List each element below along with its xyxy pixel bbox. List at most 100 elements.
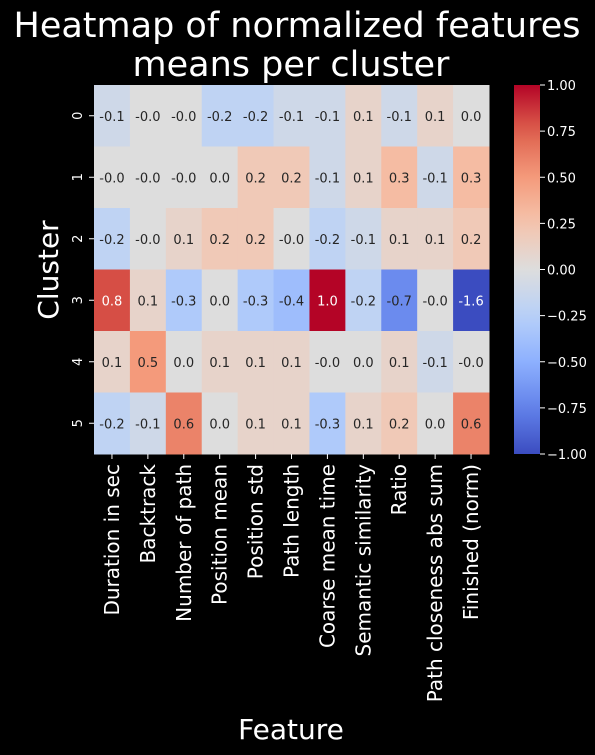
heatmap-cell [345,208,382,270]
x-tick-label: Duration in sec [100,464,124,616]
heatmap-cell [201,208,239,270]
cell-value-label: 0.1 [173,233,194,248]
cell-value-label: 0.1 [102,356,123,371]
heatmap-cell [381,85,418,147]
heatmap-cells [94,85,490,455]
cell-value-label: 0.1 [245,417,266,432]
cell-value-label: 0.1 [425,110,446,125]
heatmap-cell [453,269,490,332]
cell-value-label: 0.2 [389,417,410,432]
colorbar-ticks: 1.00 0.75 0.50 0.25 0.00 −0.25 −0.50 −0.75 −1.00 [540,79,587,463]
heatmap-cell [237,85,275,147]
cell-value-label: 0.0 [209,294,230,309]
heatmap-cell [201,392,239,455]
cell-value-label: -0.3 [171,294,196,309]
y-tick-label: 3 [71,296,86,304]
cell-value-label: -0.1 [387,110,412,125]
cell-value-label: -0.2 [99,417,124,432]
cell-value-label: 0.6 [461,417,482,432]
heatmap-cell [345,269,382,332]
heatmap-cell [381,208,418,270]
colorbar-tick-label: 0.50 [547,171,576,186]
cell-value-label: -0.0 [458,356,483,371]
heatmap-cell [345,331,382,393]
colorbar-tick-label: 0.25 [547,217,576,232]
x-tick-label: Finished (norm) [459,464,483,620]
heatmap-cell [237,392,275,455]
heatmap-cell [453,208,490,270]
cell-value-label: -0.2 [315,233,340,248]
y-tick-label: 5 [71,419,86,427]
cell-value-label: 0.0 [461,110,482,125]
heatmap-cell [345,392,382,455]
cell-value-label: 0.1 [389,356,410,371]
x-tick-label: Ratio [387,464,411,515]
cell-value-label: -0.0 [422,294,447,309]
heatmap-cell [165,85,203,147]
x-tick-label: Path closeness abs sum [423,464,447,702]
cell-value-label: 0.1 [389,233,410,248]
heatmap-cell [381,392,418,455]
colorbar-tick-label: −0.50 [547,356,587,371]
y-axis-label: Cluster [32,220,65,320]
y-tick-label: 0 [71,112,86,120]
cell-value-label: -0.2 [99,233,124,248]
heatmap-cell [201,331,239,393]
cell-value-label: 0.0 [173,356,194,371]
cell-value-label: 0.3 [461,171,482,186]
cell-value-label: -0.1 [315,110,340,125]
cell-value-label: 0.2 [245,233,266,248]
cell-value-label: -0.1 [422,356,447,371]
cell-value-label: 0.1 [353,417,374,432]
cell-value-label: -0.0 [135,171,160,186]
heatmap-cell [453,146,490,209]
heatmap-cell [417,392,454,455]
heatmap-cell [165,208,203,270]
heatmap-cell [129,146,167,209]
cell-value-label: 0.0 [209,171,230,186]
x-tick-label: Coarse mean time [315,464,339,648]
heatmap-cell [309,331,346,393]
cell-value-label: 0.1 [245,356,266,371]
heatmap-cell [129,392,167,455]
cell-value-label: -0.2 [207,110,232,125]
colorbar-tick-label: 0.00 [547,264,576,279]
cell-value-label: -0.0 [135,110,160,125]
colorbar-tick-label: −0.25 [547,310,587,325]
cell-value-label: -0.0 [99,171,124,186]
heatmap-cell [345,85,382,147]
heatmap-cell [129,269,167,332]
y-tick-label: 4 [71,358,86,366]
cell-value-label: -0.4 [279,294,304,309]
colorbar-tick-label: −0.75 [547,402,587,417]
heatmap-cell [94,269,131,332]
cell-value-label: 0.1 [425,233,446,248]
cell-value-label: -0.2 [351,294,376,309]
cell-value-label: -0.0 [135,233,160,248]
heatmap-cell [165,392,203,455]
x-axis-label: Feature [238,713,344,746]
heatmap-cell [165,331,203,393]
cell-value-label: -0.1 [422,171,447,186]
heatmap-cell [94,392,131,455]
heatmap-cell [273,331,310,393]
heatmap-cell [237,208,275,270]
heatmap-cell-labels: -0.1 -0.0 -0.0 -0.2 -0.2 -0.1 -0.1 0.1 -0.1 0.1 0.… [99,110,483,433]
heatmap-cell [165,146,203,209]
cell-value-label: 0.3 [389,171,410,186]
colorbar-tick-label: 1.00 [547,79,576,94]
cell-value-label: -0.3 [243,294,268,309]
x-tick-labels: Duration in sec Backtrack Number of path Po… [100,454,483,702]
heatmap-cell [273,208,310,270]
heatmap-cell [273,392,310,455]
heatmap-cell [309,146,346,209]
cell-value-label: 0.5 [138,356,159,371]
cell-value-label: 0.1 [138,294,159,309]
cell-value-label: -0.1 [315,171,340,186]
cell-value-label: 0.0 [353,356,374,371]
heatmap-cell [165,269,203,332]
x-tick-label: Path length [280,464,304,578]
heatmap-cell [94,331,131,393]
heatmap-cell [201,146,239,209]
